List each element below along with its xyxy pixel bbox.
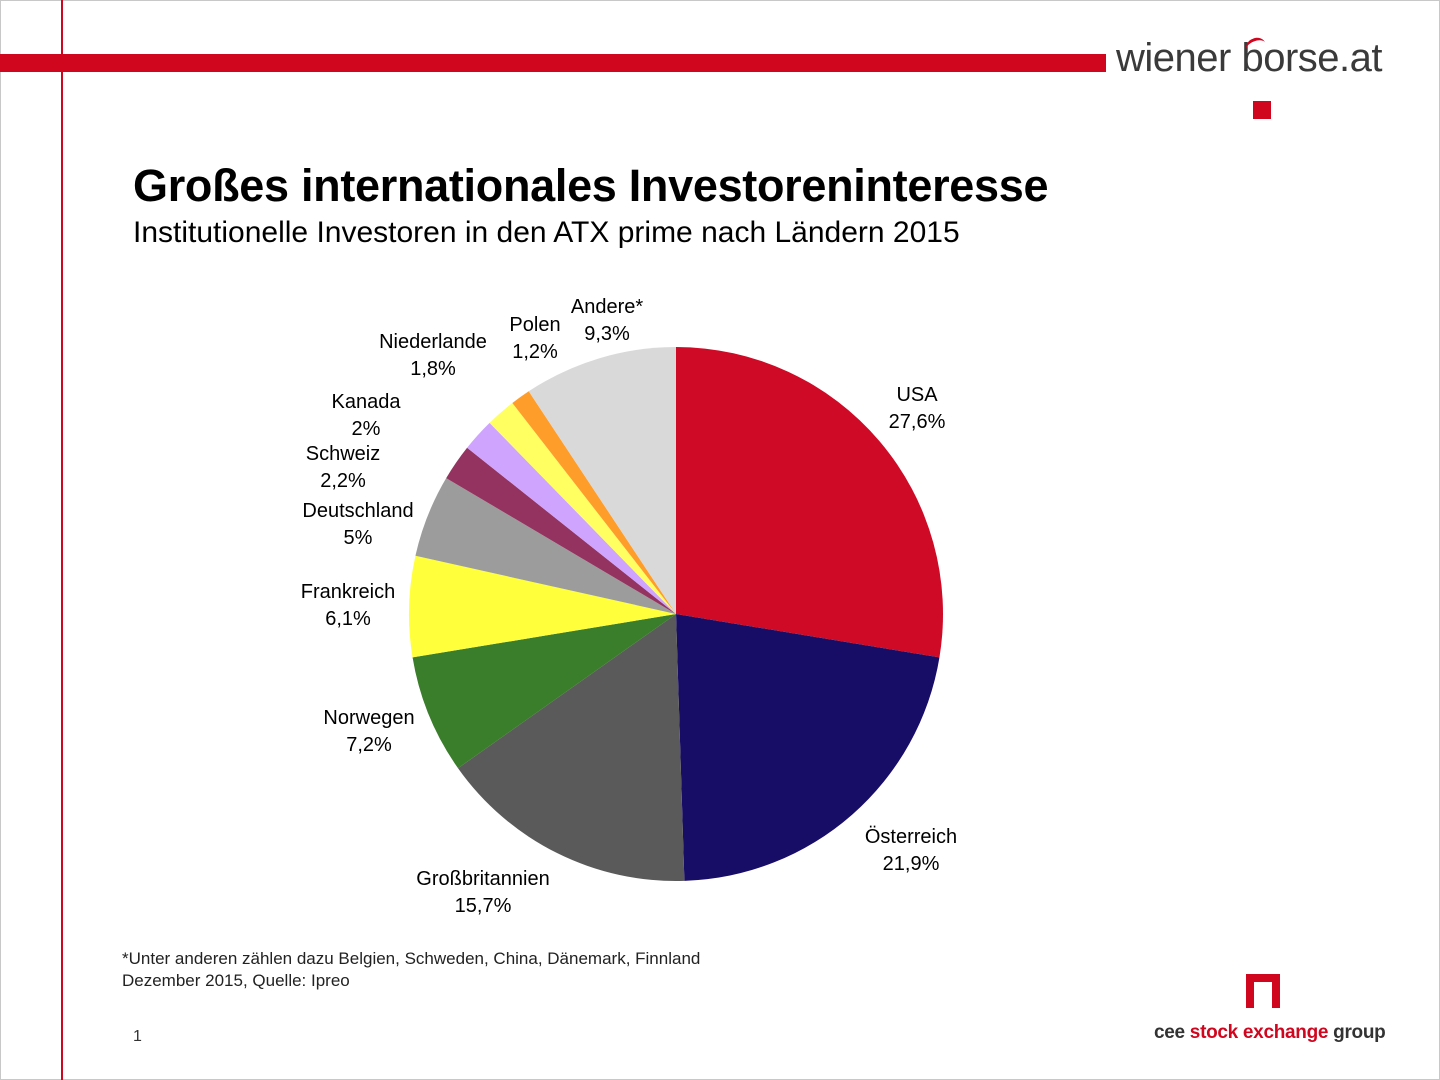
slice-label-name-4: Frankreich (301, 581, 395, 603)
slice-label-value-5: 5% (344, 527, 373, 549)
slice-label-name-5: Deutschland (302, 500, 413, 522)
slice-label-name-9: Polen (509, 314, 560, 336)
cee-brand-part2: stock exchange (1189, 1022, 1329, 1043)
slice-label-value-8: 1,8% (410, 358, 456, 380)
slice-label-value-9: 1,2% (512, 341, 558, 363)
slice-label-value-10: 9,3% (584, 323, 630, 345)
pie-slice-10 (528, 347, 676, 614)
slice-label-value-7: 2% (352, 418, 381, 440)
slice-label-name-2: Großbritannien (416, 868, 549, 890)
cee-brand-part3: group (1333, 1022, 1386, 1043)
slide-title: Großes internationales Investoreninteres… (133, 160, 1049, 211)
top-accent-bar (0, 54, 1106, 72)
wiener-borse-logo: wiener borse.at (1116, 36, 1382, 80)
slice-label-name-1: Österreich (865, 826, 957, 848)
page-number: 1 (133, 1028, 142, 1045)
pie-slice-4 (408, 555, 676, 658)
pie-slice-6 (446, 447, 676, 614)
slice-label-value-1: 21,9% (883, 853, 940, 875)
slice-label-name-10: Andere* (571, 296, 643, 318)
pie-slice-3 (412, 614, 676, 769)
pie-slice-2 (458, 614, 685, 882)
slice-label-value-4: 6,1% (325, 608, 371, 630)
slice-label-value-2: 15,7% (455, 895, 512, 917)
slice-label-name-6: Schweiz (306, 443, 380, 465)
footnote-line-1: *Unter anderen zählen dazu Belgien, Schw… (122, 949, 701, 968)
pie-slice-7 (467, 422, 676, 614)
footnote: *Unter anderen zählen dazu Belgien, Schw… (122, 948, 700, 992)
cee-brand-text: cee stock exchange group (1154, 1022, 1386, 1044)
slide-subtitle: Institutionelle Investoren in den ATX pr… (133, 216, 960, 249)
slice-label-name-8: Niederlande (379, 331, 487, 353)
pie-slice-5 (415, 478, 676, 614)
footnote-line-2: Dezember 2015, Quelle: Ipreo (122, 971, 350, 990)
pie-slice-8 (489, 403, 676, 614)
pie-slice-0 (676, 347, 944, 658)
cee-bracket-icon (1246, 974, 1280, 1008)
slice-label-name-0: USA (896, 384, 938, 406)
pie-slice-1 (676, 614, 940, 881)
logo-red-square (1253, 101, 1271, 119)
cee-brand-part1: cee (1154, 1022, 1185, 1043)
slice-label-value-0: 27,6% (889, 411, 946, 433)
pie-slice-9 (512, 391, 676, 614)
slice-label-name-7: Kanada (332, 391, 402, 413)
slice-label-value-6: 2,2% (320, 470, 366, 492)
slice-label-name-3: Norwegen (323, 707, 414, 729)
left-accent-rule (61, 0, 63, 1080)
slice-label-value-3: 7,2% (346, 734, 392, 756)
